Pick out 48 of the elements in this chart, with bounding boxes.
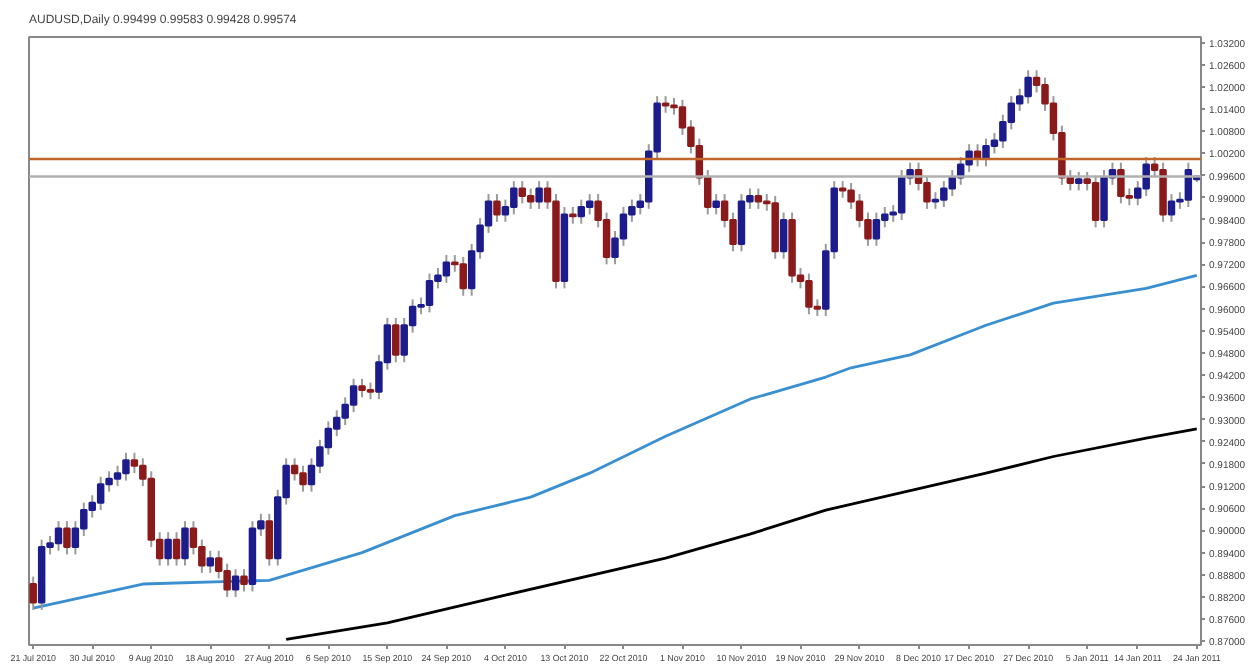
candlestick [1159, 161, 1167, 223]
candlestick [585, 193, 594, 216]
candlestick [29, 575, 37, 611]
candlestick [231, 568, 240, 598]
candlestick [349, 377, 358, 414]
candlestick [779, 211, 788, 260]
candlestick [1091, 174, 1100, 229]
candlestick [442, 254, 451, 284]
candlestick [737, 193, 746, 253]
candlestick [122, 451, 130, 482]
candlestick [358, 377, 366, 399]
candlestick [130, 451, 139, 475]
candlestick [577, 198, 586, 225]
candlestick [704, 169, 712, 216]
candlestick [518, 180, 526, 205]
candlestick [54, 520, 63, 552]
candlestick [712, 193, 720, 216]
candlestick [164, 531, 172, 567]
candlestick [392, 316, 400, 364]
line-series [284, 427, 1199, 641]
candlestick [1142, 156, 1150, 197]
candlestick [1100, 169, 1108, 229]
candlestick [113, 464, 122, 488]
candlestick [96, 475, 105, 512]
candlestick [754, 187, 763, 210]
candlestick [63, 520, 71, 556]
candlestick [172, 531, 181, 567]
candlestick [510, 180, 518, 216]
candlestick [206, 549, 215, 574]
candlestick [299, 464, 307, 493]
candlestick [181, 520, 189, 567]
candlestick [982, 137, 990, 168]
candlestick [1167, 193, 1176, 223]
candlestick [535, 180, 543, 210]
candlestick [1117, 161, 1125, 205]
candlestick [459, 255, 467, 297]
candlestick [425, 272, 434, 314]
candlestick [290, 457, 299, 482]
candlestick [805, 272, 813, 316]
candlestick [240, 568, 248, 593]
candlestick [1024, 69, 1032, 105]
candlestick [897, 169, 906, 221]
candlestick [526, 187, 535, 210]
candlestick [1075, 170, 1083, 192]
line-series [31, 274, 1199, 610]
candlestick [265, 512, 274, 567]
candlestick [493, 193, 501, 223]
candlestick [872, 211, 881, 247]
